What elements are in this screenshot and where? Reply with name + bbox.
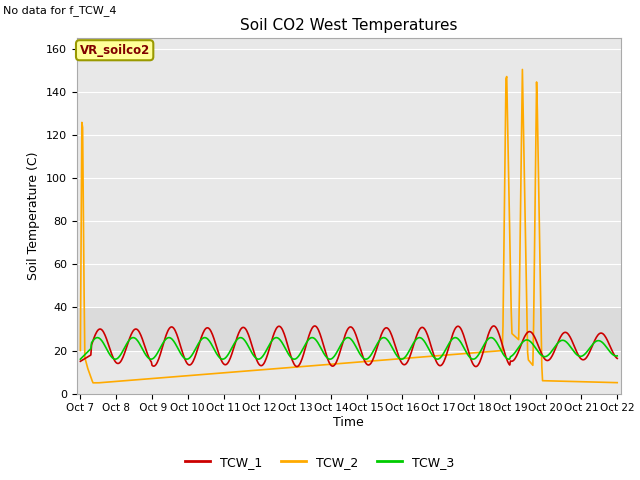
- TCW_1: [311, 323, 319, 329]
- TCW_2: [518, 67, 526, 72]
- TCW_2: [196, 372, 204, 378]
- TCW_3: [196, 338, 204, 344]
- TCW_1: [293, 364, 301, 370]
- Title: Soil CO2 West Temperatures: Soil CO2 West Temperatures: [240, 18, 458, 33]
- TCW_2: [142, 376, 150, 382]
- TCW_2: [89, 380, 97, 386]
- TCW_2: [77, 348, 84, 353]
- TCW_3: [613, 353, 621, 359]
- TCW_3: [77, 356, 84, 362]
- TCW_3: [487, 335, 495, 340]
- TCW_2: [86, 372, 94, 378]
- TCW_2: [225, 370, 233, 375]
- TCW_1: [86, 353, 94, 359]
- Y-axis label: Soil Temperature (C): Soil Temperature (C): [28, 152, 40, 280]
- Legend: TCW_1, TCW_2, TCW_3: TCW_1, TCW_2, TCW_3: [180, 451, 460, 474]
- TCW_3: [414, 335, 422, 341]
- TCW_1: [196, 339, 204, 345]
- TCW_1: [613, 356, 621, 361]
- TCW_1: [225, 360, 232, 365]
- TCW_2: [613, 380, 621, 385]
- Line: TCW_3: TCW_3: [81, 337, 617, 359]
- Line: TCW_2: TCW_2: [81, 70, 617, 383]
- TCW_1: [77, 359, 84, 364]
- TCW_1: [415, 327, 423, 333]
- Text: VR_soilco2: VR_soilco2: [79, 44, 150, 57]
- Bar: [77, 308, 621, 350]
- TCW_3: [225, 351, 232, 357]
- TCW_1: [431, 356, 439, 361]
- TCW_2: [415, 354, 422, 360]
- TCW_3: [86, 347, 94, 352]
- X-axis label: Time: Time: [333, 416, 364, 429]
- TCW_1: [141, 345, 149, 351]
- TCW_3: [429, 354, 437, 360]
- TCW_3: [141, 351, 149, 357]
- TCW_2: [431, 353, 438, 359]
- Text: No data for f_TCW_4: No data for f_TCW_4: [3, 5, 116, 16]
- Line: TCW_1: TCW_1: [81, 326, 617, 367]
